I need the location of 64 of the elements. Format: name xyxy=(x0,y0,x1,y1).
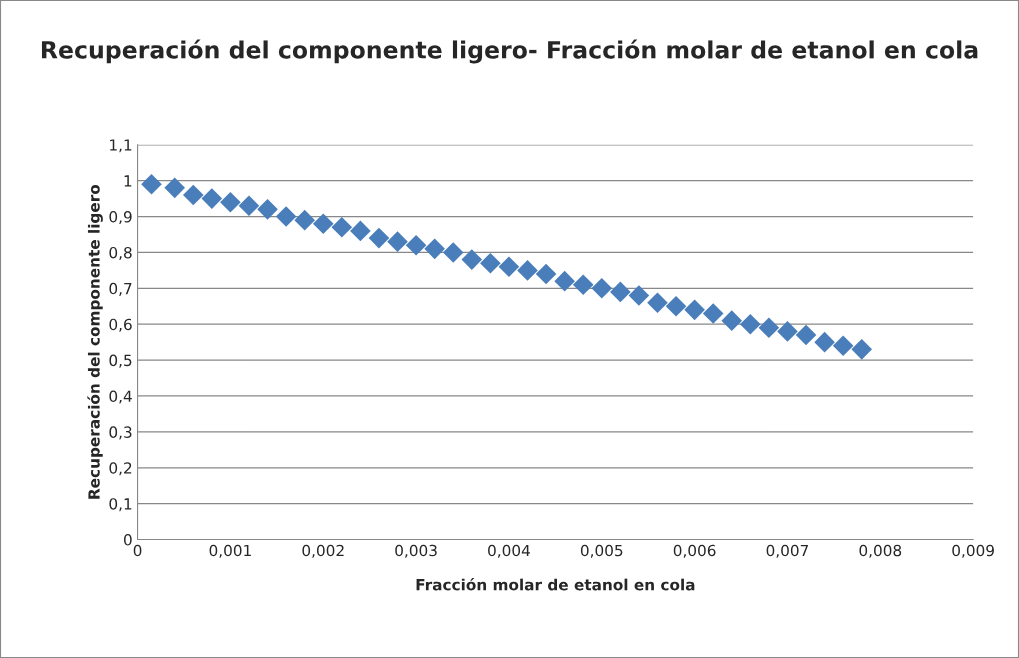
point xyxy=(442,242,464,263)
point xyxy=(702,303,724,324)
point xyxy=(647,292,668,313)
point xyxy=(832,335,854,357)
x-tick-label: 0 xyxy=(133,544,142,557)
point xyxy=(758,317,780,339)
point xyxy=(684,299,705,321)
point xyxy=(238,195,260,217)
y-tick-label: 0,2 xyxy=(109,462,132,476)
point xyxy=(201,188,223,209)
point xyxy=(182,184,204,206)
point xyxy=(141,173,162,195)
point xyxy=(461,249,483,270)
point xyxy=(350,220,371,242)
point xyxy=(294,209,315,231)
x-tick-label: 0,008 xyxy=(859,544,902,558)
x-tick-label: 0,006 xyxy=(673,544,716,558)
point xyxy=(665,295,687,317)
point xyxy=(572,274,594,296)
point xyxy=(591,278,613,299)
y-tick-label: 1 xyxy=(124,175,132,187)
y-tick-label: 0,9 xyxy=(109,211,132,225)
point xyxy=(777,321,798,342)
point xyxy=(610,281,631,303)
point xyxy=(312,213,334,235)
point xyxy=(814,331,835,353)
point xyxy=(480,252,501,274)
y-tick-label: 1,1 xyxy=(110,139,132,153)
point xyxy=(387,231,408,252)
y-tick-label: 0,6 xyxy=(109,318,132,332)
y-tick-label: 0,3 xyxy=(109,426,132,440)
y-tick-label: 0 xyxy=(123,534,132,546)
point xyxy=(220,191,241,213)
point xyxy=(405,234,427,256)
x-tick-label: 0,004 xyxy=(488,544,530,558)
x-tick-label: 0,005 xyxy=(580,544,623,558)
y-tick-label: 0,5 xyxy=(109,354,132,368)
x-axis-title: Fracción molar de etanol en cola xyxy=(416,578,695,591)
x-tick-label: 0,001 xyxy=(209,544,251,558)
x-tick-label: 0,002 xyxy=(302,544,344,558)
x-tick-label: 0,007 xyxy=(766,544,809,558)
x-tick-label: 0,003 xyxy=(395,544,437,558)
x-tick-label: 0,009 xyxy=(952,544,994,558)
y-tick-label: 0,8 xyxy=(109,246,132,261)
point xyxy=(851,339,873,360)
point xyxy=(257,199,278,220)
point xyxy=(740,313,761,335)
point xyxy=(275,206,297,227)
point xyxy=(628,285,650,306)
point xyxy=(331,217,353,238)
point xyxy=(517,260,538,281)
y-tick-label: 0,7 xyxy=(109,282,132,296)
point xyxy=(795,324,817,346)
point xyxy=(164,177,185,199)
y-tick-label: 0,1 xyxy=(109,498,132,512)
point xyxy=(424,238,445,260)
point xyxy=(721,310,743,331)
y-tick-label: 0,4 xyxy=(109,390,132,404)
point xyxy=(368,227,390,249)
chart-title: Recuperación del componente ligero- Fracción molar de etanol en cola xyxy=(41,39,978,64)
point xyxy=(554,270,575,292)
point xyxy=(535,263,557,285)
y-axis-title: Recuperación del componente ligero xyxy=(87,184,103,499)
point xyxy=(498,256,520,278)
